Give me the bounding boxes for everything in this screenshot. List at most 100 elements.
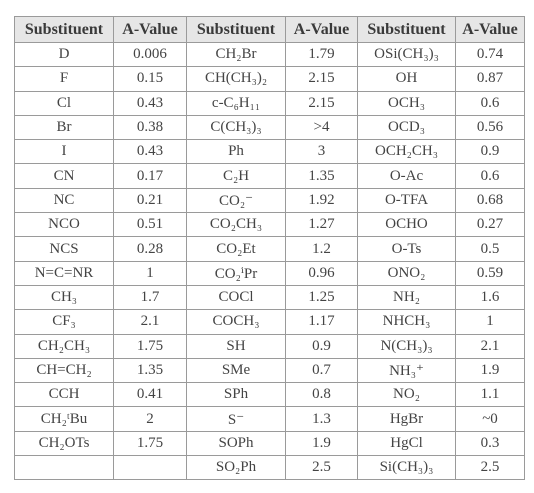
a-value-cell: 1 <box>455 309 525 335</box>
a-value-cell: 0.96 <box>285 260 358 286</box>
a-value-cell: 1.6 <box>455 284 525 311</box>
a-value-cell: 0.43 <box>113 139 187 165</box>
substituent-cell: CO₂CH₃ <box>186 212 286 238</box>
substituent-cell: NO₂ <box>357 382 456 408</box>
table-row: CH=CH₂ 1.35 SMe 0.7 NH₃⁺ 1.9 <box>14 357 525 384</box>
substituent-cell: CO₂⁻ <box>186 187 286 214</box>
substituent-cell: OCD₃ <box>357 114 456 141</box>
a-value-cell: ~0 <box>455 406 525 432</box>
a-value-cell: 0.7 <box>285 357 358 384</box>
table-body: D 0.006 CH₂Br 1.79 OSi(CH₃)₃ 0.74 F 0.15 CH(CH₃)… <box>14 41 525 481</box>
a-value-cell: 1.35 <box>113 357 187 384</box>
substituent-cell: NCS <box>14 236 114 262</box>
substituent-cell: S⁻ <box>186 406 286 432</box>
a-value-cell: 1.9 <box>285 430 358 457</box>
header-cell: A-Value <box>113 16 187 43</box>
substituent-cell: ONO₂ <box>357 260 456 286</box>
table-row: SO₂Ph 2.5 Si(CH₃)₃ 2.5 <box>14 455 525 481</box>
substituent-cell: Ph <box>186 139 286 165</box>
a-value-cell: 2.15 <box>285 66 358 92</box>
a-value-cell: 0.56 <box>455 114 525 141</box>
a-value-cell: 0.43 <box>113 90 187 116</box>
a-value-cell: 0.15 <box>113 66 187 92</box>
a-value-cell: 0.51 <box>113 212 187 238</box>
header-cell: A-Value <box>285 16 358 43</box>
a-value-cell: 0.5 <box>455 236 525 262</box>
a-value-cell: 0.27 <box>455 212 525 238</box>
a-value-cell: 1.75 <box>113 333 187 359</box>
a-value-cell: 0.006 <box>113 41 187 68</box>
substituent-cell: CH(CH₃)₂ <box>186 66 286 92</box>
a-value-cell: 2 <box>113 406 187 432</box>
a-value-cell: 2.1 <box>455 333 525 359</box>
a-value-cell: 0.28 <box>113 236 187 262</box>
substituent-cell: COCH₃ <box>186 309 286 335</box>
substituent-cell: OSi(CH₃)₃ <box>357 41 456 68</box>
substituent-cell: NH₂ <box>357 284 456 311</box>
table-row: Cl 0.43 c-C₆H₁₁ 2.15 OCH₃ 0.6 <box>14 90 525 116</box>
substituent-cell: O-Ts <box>357 236 456 262</box>
a-value-cell: 1.75 <box>113 430 187 457</box>
substituent-cell: SO₂Ph <box>186 455 286 481</box>
substituent-cell: O-Ac <box>357 163 456 189</box>
a-value-cell: 2.1 <box>113 309 187 335</box>
substituent-cell: CCH <box>14 382 114 408</box>
substituent-cell: SOPh <box>186 430 286 457</box>
substituent-cell: CF₃ <box>14 309 114 335</box>
substituent-cell: Cl <box>14 90 114 116</box>
a-value-cell: 1.1 <box>455 382 525 408</box>
a-value-cell: >4 <box>285 114 358 141</box>
substituent-cell: SH <box>186 333 286 359</box>
substituent-cell: NCO <box>14 212 114 238</box>
substituent-cell: I <box>14 139 114 165</box>
a-value-cell: 1.17 <box>285 309 358 335</box>
substituent-cell: OCH₂CH₃ <box>357 139 456 165</box>
a-value-cell: 2.5 <box>285 455 358 481</box>
a-value-cell: 1.35 <box>285 163 358 189</box>
a-value-cell: 1.3 <box>285 406 358 432</box>
substituent-cell: CO₂ⁱPr <box>186 260 286 286</box>
substituent-cell: C(CH₃)₃ <box>186 114 286 141</box>
substituent-cell: Br <box>14 114 114 141</box>
table-row: CN 0.17 C₂H 1.35 O-Ac 0.6 <box>14 163 525 189</box>
a-value-cell: 0.59 <box>455 260 525 286</box>
substituent-cell: c-C₆H₁₁ <box>186 90 286 116</box>
substituent-cell: F <box>14 66 114 92</box>
empty-cell <box>113 455 187 481</box>
table-row: I 0.43 Ph 3 OCH₂CH₃ 0.9 <box>14 139 525 165</box>
a-value-cell: 0.17 <box>113 163 187 189</box>
substituent-cell: CH₂CH₃ <box>14 333 114 359</box>
table-row: CCH 0.41 SPh 0.8 NO₂ 1.1 <box>14 382 525 408</box>
table-row: CH₂OTs 1.75 SOPh 1.9 HgCl 0.3 <box>14 430 525 457</box>
a-value-cell: 0.41 <box>113 382 187 408</box>
header-cell: A-Value <box>455 16 525 43</box>
substituent-cell: N(CH₃)₃ <box>357 333 456 359</box>
a-value-cell: 0.6 <box>455 90 525 116</box>
table-row: NC 0.21 CO₂⁻ 1.92 O-TFA 0.68 <box>14 187 525 214</box>
header-cell: Substituent <box>357 16 456 43</box>
a-value-cell: 1.27 <box>285 212 358 238</box>
substituent-cell: SPh <box>186 382 286 408</box>
a-value-table: Substituent A-Value Substituent A-Value Subs… <box>14 16 525 481</box>
substituent-cell: NHCH₃ <box>357 309 456 335</box>
a-value-cell: 0.21 <box>113 187 187 214</box>
substituent-cell: NC <box>14 187 114 214</box>
empty-cell <box>14 455 114 481</box>
a-value-cell: 1.92 <box>285 187 358 214</box>
table-row: NCS 0.28 CO₂Et 1.2 O-Ts 0.5 <box>14 236 525 262</box>
substituent-cell: NH₃⁺ <box>357 357 456 384</box>
substituent-cell: SMe <box>186 357 286 384</box>
substituent-cell: HgCl <box>357 430 456 457</box>
a-value-cell: 3 <box>285 139 358 165</box>
table-row: D 0.006 CH₂Br 1.79 OSi(CH₃)₃ 0.74 <box>14 41 525 68</box>
substituent-cell: D <box>14 41 114 68</box>
a-value-cell: 0.68 <box>455 187 525 214</box>
a-value-cell: 0.9 <box>455 139 525 165</box>
table-row: Br 0.38 C(CH₃)₃ >4 OCD₃ 0.56 <box>14 114 525 141</box>
substituent-cell: CH=CH₂ <box>14 357 114 384</box>
substituent-cell: Si(CH₃)₃ <box>357 455 456 481</box>
substituent-cell: COCl <box>186 284 286 311</box>
substituent-cell: C₂H <box>186 163 286 189</box>
table-row: CH₂ᵗBu 2 S⁻ 1.3 HgBr ~0 <box>14 406 525 432</box>
